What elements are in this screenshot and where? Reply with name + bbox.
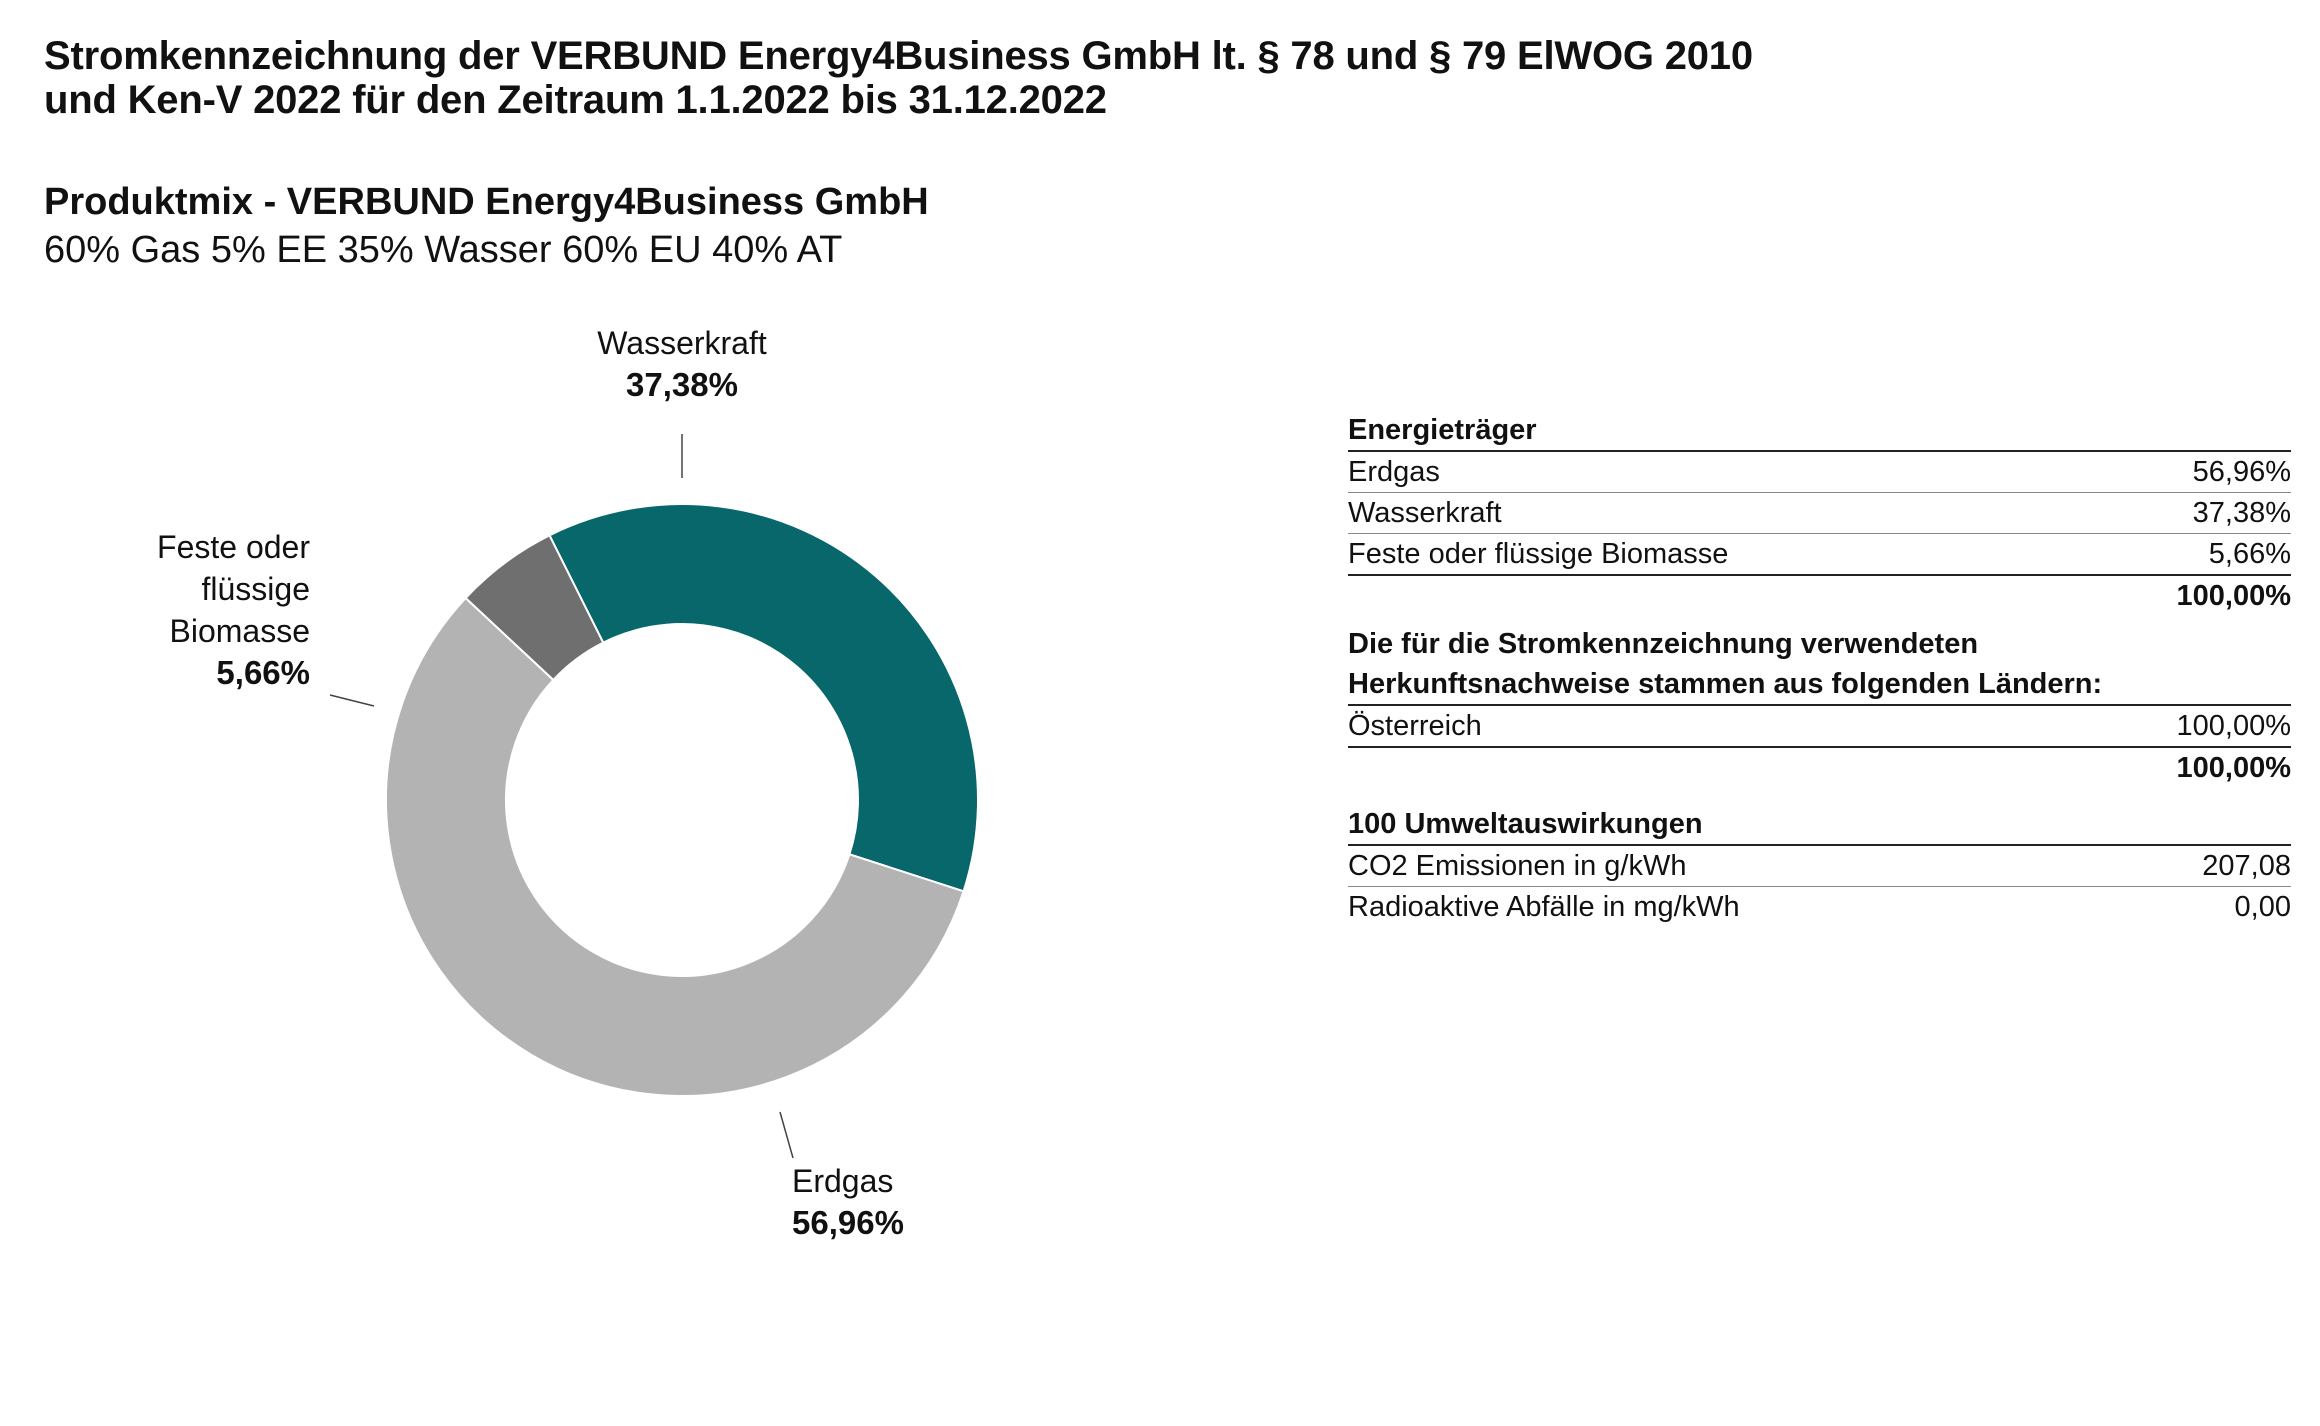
table-row: Wasserkraft 37,38% <box>1348 492 2291 533</box>
row-value: 207,08 <box>2202 850 2291 882</box>
leader-line <box>779 1111 794 1159</box>
row-value: 0,00 <box>2234 891 2291 923</box>
slice-value-label: 5,66% <box>216 654 310 691</box>
environment-table-header: 100 Umweltauswirkungen <box>1348 808 1703 840</box>
table-row: Radioaktive Abfälle in mg/kWh 0,00 <box>1348 886 2291 927</box>
row-label: Erdgas <box>1348 456 1440 488</box>
donut-slice-erdgas <box>385 596 965 1097</box>
total-value: 100,00% <box>2176 580 2292 612</box>
origin-table: Die für die Stromkennzeichnung verwendet… <box>1348 624 2291 788</box>
table-row: Feste oder flüssige Biomasse 5,66% <box>1348 533 2291 574</box>
title-line-1: Stromkennzeichnung der VERBUND Energy4Bu… <box>44 34 1753 78</box>
slice-label: Erdgas 56,96% <box>792 1163 904 1241</box>
origin-table-header-line-2: Herkunftsnachweise stammen aus folgenden… <box>1348 668 2103 700</box>
energy-source-table: Energieträger Erdgas 56,96% Wasserkraft … <box>1348 410 2291 616</box>
row-label: Österreich <box>1348 710 1482 742</box>
row-value: 5,66% <box>2208 538 2291 570</box>
row-value: 37,38% <box>2192 497 2291 529</box>
slice-label: Wasserkraft 37,38% <box>597 325 767 403</box>
row-label: Radioaktive Abfälle in mg/kWh <box>1348 891 1740 923</box>
energy-donut-chart: Wasserkraft 37,38% Erdgas 56,96% Feste oder f… <box>157 325 979 1241</box>
title-line-2: und Ken-V 2022 für den Zeitraum 1.1.2022… <box>44 78 1107 122</box>
table-row: Österreich 100,00% <box>1348 704 2291 746</box>
table-total-row: 100,00% <box>1348 574 2291 616</box>
total-value: 100,00% <box>2176 752 2292 784</box>
table-row: Erdgas 56,96% <box>1348 450 2291 492</box>
donut-slice-wasserkraft <box>548 503 979 893</box>
slice-value-label: 37,38% <box>626 366 738 403</box>
environment-table: 100 Umweltauswirkungen CO2 Emissionen in… <box>1348 804 2291 927</box>
leader-line <box>329 694 375 707</box>
table-total-row: 100,00% <box>1348 746 2291 788</box>
row-label: Feste oder flüssige Biomasse <box>1348 538 1729 570</box>
row-label: Wasserkraft <box>1348 497 1502 529</box>
slice-value-label: 56,96% <box>792 1204 904 1241</box>
donut-slice-feste-oder-flüssige-biomasse <box>464 533 605 682</box>
row-label: CO2 Emissionen in g/kWh <box>1348 850 1687 882</box>
product-title: Produktmix - VERBUND Energy4Business Gmb… <box>44 181 929 223</box>
row-value: 56,96% <box>2192 456 2291 488</box>
document-title: Stromkennzeichnung der VERBUND Energy4Bu… <box>44 34 1944 122</box>
table-row: CO2 Emissionen in g/kWh 207,08 <box>1348 844 2291 886</box>
product-mix-summary: 60% Gas 5% EE 35% Wasser 60% EU 40% AT <box>44 229 843 271</box>
origin-table-header-line-1: Die für die Stromkennzeichnung verwendet… <box>1348 628 1979 660</box>
energy-table-header: Energieträger <box>1348 414 1537 446</box>
slice-label: Feste oder flüssige Biomasse 5,66% <box>157 529 310 691</box>
row-value: 100,00% <box>2176 710 2292 742</box>
